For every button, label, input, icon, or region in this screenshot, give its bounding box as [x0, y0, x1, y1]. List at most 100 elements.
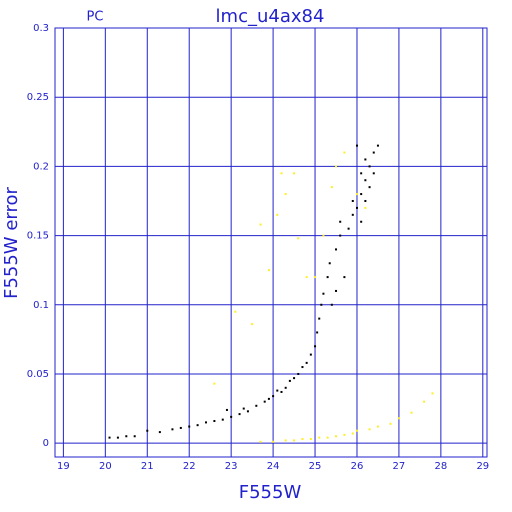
plot-frame	[54, 27, 488, 458]
x-tick-label: 27	[393, 461, 406, 472]
point	[259, 440, 262, 443]
x-tick-label: 24	[267, 461, 280, 472]
point	[318, 436, 321, 439]
point	[339, 234, 342, 237]
point	[364, 199, 367, 202]
point	[364, 206, 367, 209]
x-tick-label: 21	[141, 461, 154, 472]
point	[328, 262, 331, 265]
x-axis-label: F555W	[239, 482, 302, 503]
point	[347, 227, 350, 230]
point	[355, 144, 358, 147]
point	[280, 172, 283, 175]
point	[196, 424, 199, 427]
point	[255, 404, 258, 407]
point	[309, 438, 312, 441]
y-tick-label: 0.15	[27, 231, 49, 242]
y-tick-label: 0.3	[33, 23, 49, 34]
point	[320, 303, 323, 306]
point	[316, 331, 319, 334]
point	[309, 353, 312, 356]
point	[246, 410, 249, 413]
point	[360, 172, 363, 175]
point	[267, 397, 270, 400]
point	[360, 193, 363, 196]
point	[410, 411, 413, 414]
y-tick-label: 0.25	[27, 92, 49, 103]
point	[360, 220, 363, 223]
point	[221, 418, 224, 421]
x-tick-label: 20	[99, 461, 112, 472]
point	[158, 431, 161, 434]
point	[314, 276, 317, 279]
point	[234, 310, 237, 313]
point	[133, 435, 136, 438]
point	[272, 440, 275, 443]
x-tick-label: 25	[309, 461, 322, 472]
point	[376, 425, 379, 428]
point	[251, 323, 254, 326]
x-tick-label: 22	[183, 461, 196, 472]
point	[355, 206, 358, 209]
point	[272, 395, 275, 398]
point	[355, 429, 358, 432]
subtitle: PC	[87, 10, 104, 25]
point	[230, 415, 233, 418]
point	[351, 213, 354, 216]
point	[288, 379, 291, 382]
y-tick-label: 0.2	[33, 161, 49, 172]
point	[372, 172, 375, 175]
point	[364, 179, 367, 182]
point	[368, 428, 371, 431]
point	[335, 165, 338, 168]
point	[326, 276, 329, 279]
point	[343, 276, 346, 279]
point	[276, 389, 279, 392]
point	[351, 432, 354, 435]
point	[343, 151, 346, 154]
point	[146, 429, 149, 432]
y-tick-label: 0.05	[27, 369, 49, 380]
point	[125, 435, 128, 438]
point	[305, 276, 308, 279]
point	[225, 408, 228, 411]
point	[204, 421, 207, 424]
point	[293, 377, 296, 380]
point	[431, 392, 434, 395]
point	[326, 436, 329, 439]
point	[335, 248, 338, 251]
point	[368, 165, 371, 168]
x-tick-label: 19	[57, 461, 70, 472]
point	[213, 382, 216, 385]
point	[280, 390, 283, 393]
point	[276, 213, 279, 216]
chart-title: lmc_u4ax84	[216, 6, 325, 27]
point	[301, 438, 304, 441]
x-tick-label: 26	[351, 461, 364, 472]
point	[267, 269, 270, 272]
point	[301, 366, 304, 369]
point	[188, 425, 191, 428]
point	[108, 436, 111, 439]
point	[305, 361, 308, 364]
point	[368, 186, 371, 189]
point	[213, 420, 216, 423]
x-tick-label: 28	[434, 461, 447, 472]
point	[355, 193, 358, 196]
point	[284, 439, 287, 442]
point	[293, 172, 296, 175]
point	[330, 303, 333, 306]
point	[284, 193, 287, 196]
point	[238, 413, 241, 416]
point	[343, 433, 346, 436]
point	[423, 400, 426, 403]
point	[389, 422, 392, 425]
point	[242, 407, 245, 410]
point	[372, 151, 375, 154]
y-tick-label: 0.1	[33, 300, 49, 311]
point	[171, 428, 174, 431]
point	[351, 199, 354, 202]
point	[293, 439, 296, 442]
point	[397, 417, 400, 420]
